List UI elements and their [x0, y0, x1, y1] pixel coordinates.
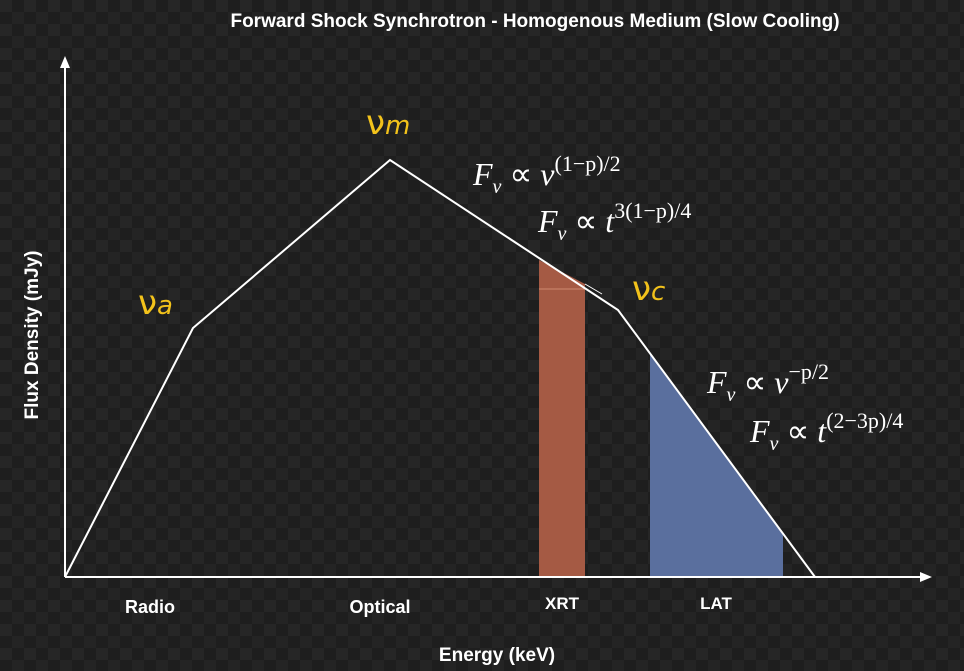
xrt-band [539, 260, 585, 577]
nu-c: νc [632, 269, 665, 309]
xrt-edge [584, 283, 603, 295]
nu-a: νa [138, 283, 173, 323]
band-label: LAT [700, 594, 732, 613]
lat-band [650, 353, 783, 577]
nu-m: νm [366, 103, 410, 143]
x-arrow [920, 572, 932, 582]
title: Forward Shock Synchrotron - Homogenous M… [230, 11, 839, 32]
formula: Fν ∝ ν−p/2 [706, 359, 829, 406]
formula: Fν ∝ ν(1−p)/2 [472, 151, 621, 198]
band-label: Optical [349, 597, 410, 617]
spectrum [64, 158, 816, 578]
y-arrow [60, 56, 70, 68]
band-label: XRT [545, 594, 580, 613]
x-axis-label: Energy (keV) [439, 645, 555, 666]
formula: Fν ∝ t(2−3p)/4 [749, 408, 903, 455]
band-label: Radio [125, 597, 175, 617]
formula: Fν ∝ t3(1−p)/4 [537, 198, 691, 245]
y-axis-label: Flux Density (mJy) [22, 251, 43, 420]
